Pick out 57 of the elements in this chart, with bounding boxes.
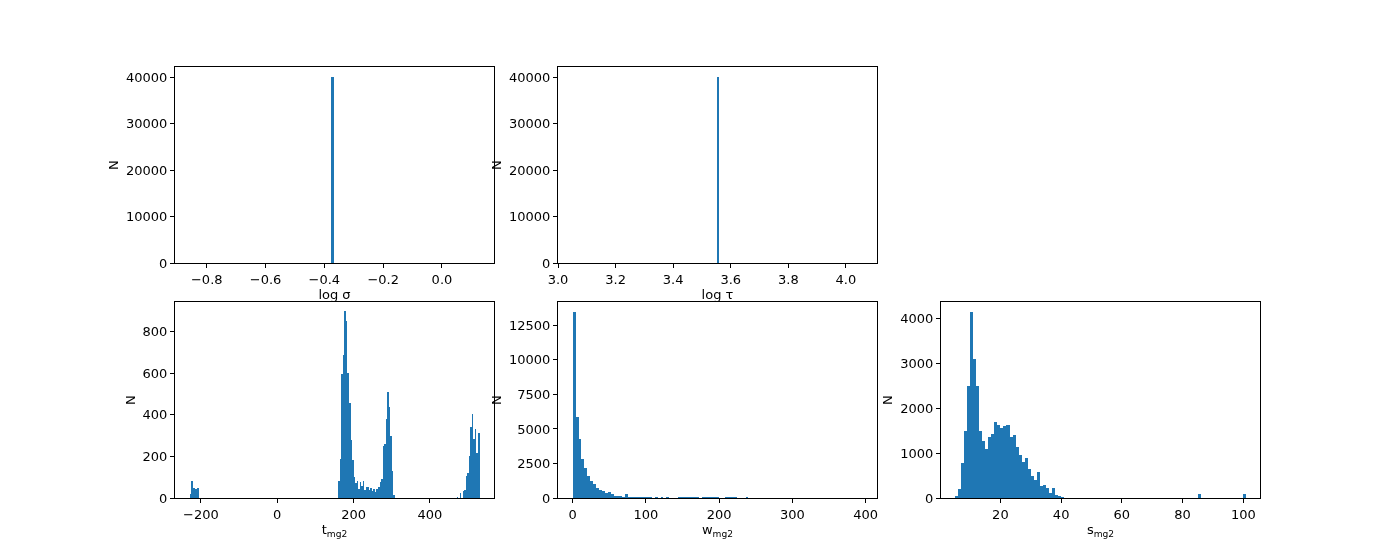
y-tick-label: 40000	[126, 69, 168, 85]
x-tick-label: 4.0	[835, 271, 857, 287]
x-tick-label: 400	[853, 506, 879, 522]
x-tick-label: 200	[341, 506, 366, 522]
x-tick-label: 300	[779, 506, 805, 522]
x-tick-label: −0.4	[308, 271, 341, 287]
y-tick-label: 0	[159, 490, 168, 506]
y-tick-label: 2500	[517, 456, 551, 472]
y-tick-label: 20000	[509, 162, 551, 178]
y-tick-label: 10000	[126, 209, 168, 225]
y-tick-label: 0	[542, 255, 551, 271]
y-tick-label: 30000	[509, 116, 551, 132]
x-tick-label: 3.0	[547, 271, 569, 287]
x-axis-title: s$_{mg2}$	[1086, 522, 1115, 539]
x-tick-label: −0.6	[249, 271, 282, 287]
x-tick-label: 40	[1052, 506, 1070, 522]
y-tick-label: 30000	[126, 116, 168, 132]
x-tick-label: 3.2	[605, 271, 626, 287]
x-tick-label: 200	[706, 506, 732, 522]
x-tick-label: 3.6	[720, 271, 742, 287]
y-tick-label: 3000	[900, 356, 934, 372]
x-tick-label: −0.2	[367, 271, 399, 287]
x-axis-title: w$_{mg2}$	[701, 522, 734, 539]
y-tick-label: 12500	[509, 317, 551, 333]
y-tick-label: 7500	[517, 386, 551, 402]
y-tick-label: 200	[142, 448, 168, 464]
y-tick-label: 40000	[509, 69, 551, 85]
x-tick-label: 0.0	[431, 271, 453, 287]
y-tick-label: 20000	[126, 162, 168, 178]
x-tick-label: 400	[417, 506, 443, 522]
y-tick-label: 0	[542, 490, 551, 506]
x-tick-label: 60	[1113, 506, 1131, 522]
x-tick-label: 3.8	[777, 271, 799, 287]
y-tick-label: 5000	[517, 421, 551, 437]
y-axis-title: N	[880, 395, 896, 405]
y-axis-title: N	[105, 160, 121, 170]
x-tick-label: 3.4	[662, 271, 684, 287]
x-tick-label: −200	[183, 506, 219, 522]
x-tick-label: 20	[992, 506, 1009, 522]
y-axis-title: N	[122, 395, 138, 405]
y-tick-label: 0	[925, 490, 934, 506]
y-tick-label: 10000	[509, 209, 551, 225]
y-tick-label: 0	[159, 255, 168, 271]
x-tick-label: 100	[1230, 506, 1256, 522]
x-tick-label: 0	[568, 506, 577, 522]
y-tick-label: 400	[142, 407, 168, 423]
y-tick-label: 4000	[900, 311, 934, 327]
x-tick-label: 80	[1174, 506, 1191, 522]
x-tick-label: 100	[633, 506, 659, 522]
y-tick-label: 1000	[900, 445, 934, 461]
y-tick-label: 800	[142, 324, 168, 340]
x-tick-label: −0.8	[190, 271, 223, 287]
y-tick-label: 10000	[509, 352, 551, 368]
y-tick-label: 600	[142, 365, 168, 381]
y-tick-label: 2000	[900, 400, 934, 416]
x-tick-label: 0	[273, 506, 282, 522]
x-axis-title: t$_{mg2}$	[321, 522, 348, 539]
